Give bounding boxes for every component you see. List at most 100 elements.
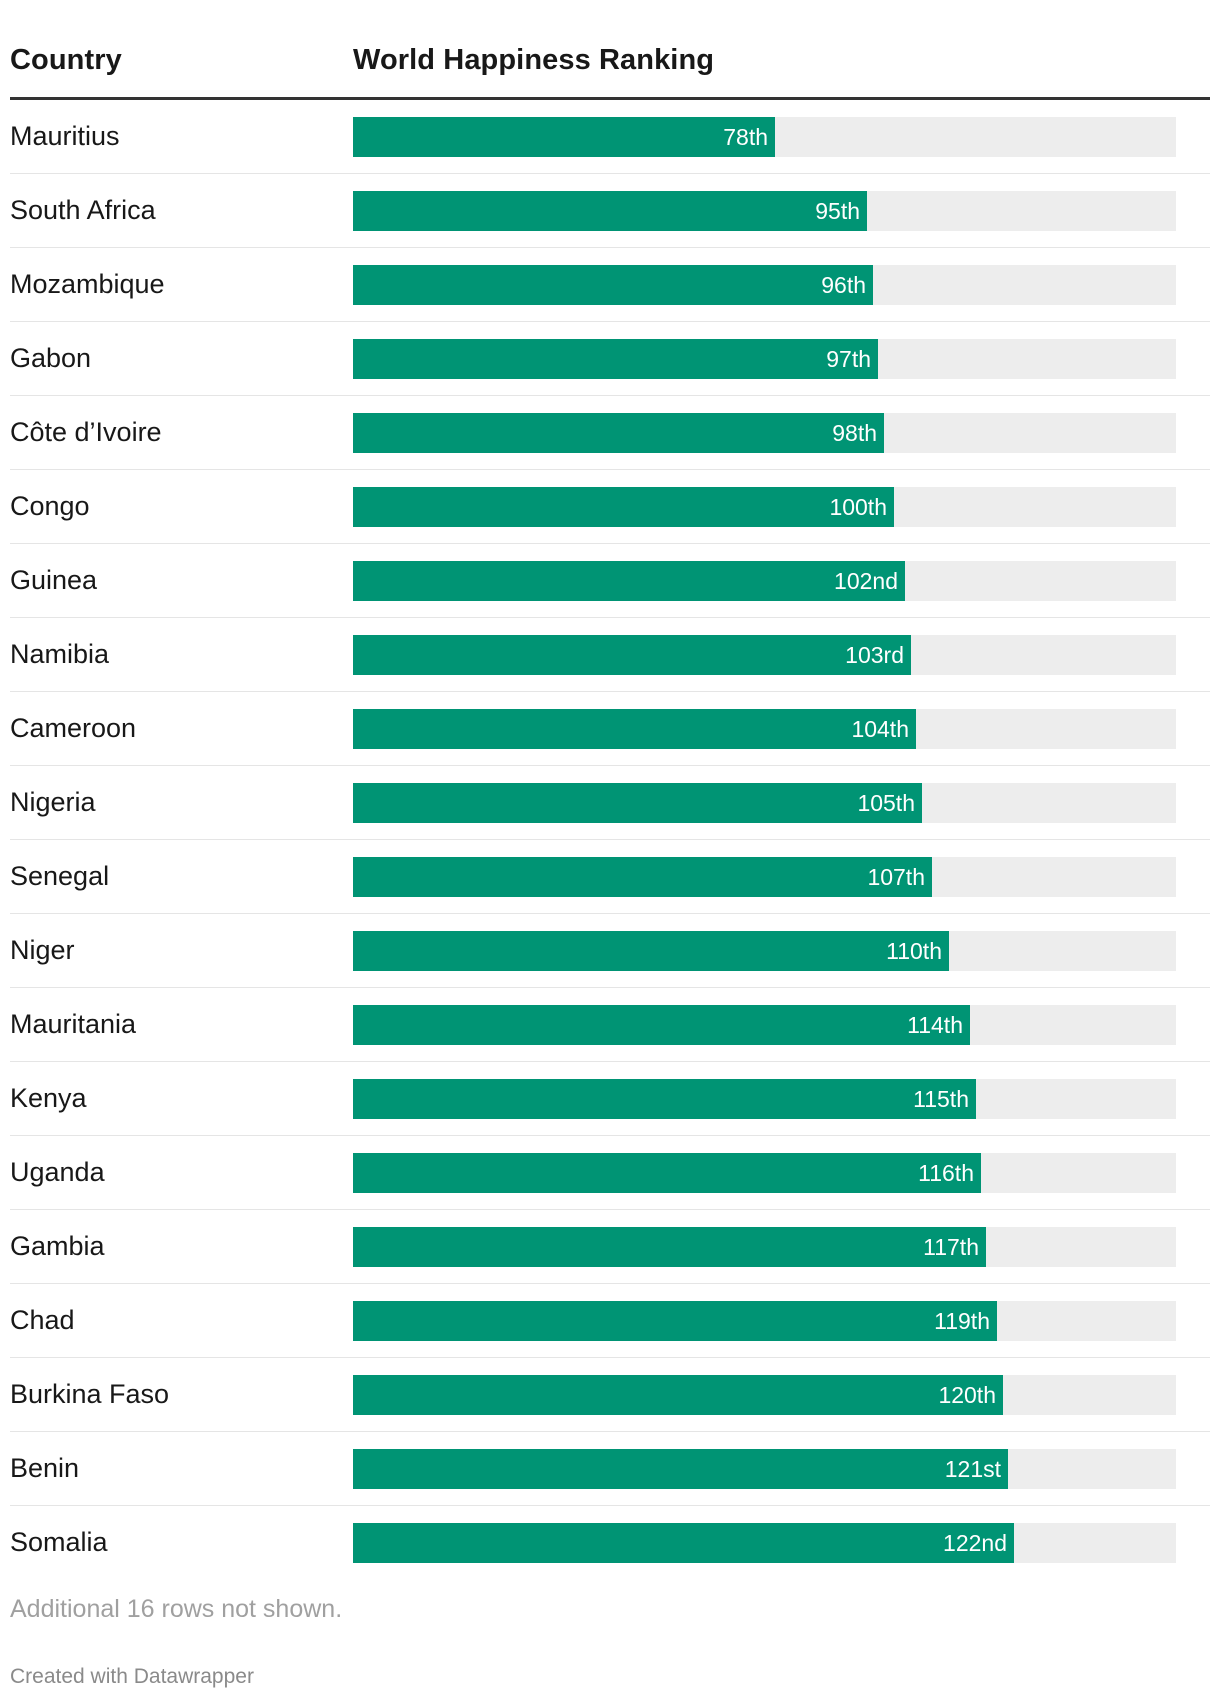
country-name: Mauritius — [10, 121, 120, 151]
table-row: Congo 100th — [10, 470, 1210, 544]
credit-note: Created with Datawrapper — [10, 1665, 254, 1688]
bar-value-label: 121st — [944, 1456, 1001, 1482]
ranking-bar: 103rd — [353, 635, 911, 675]
ranking-bar: 120th — [353, 1375, 1003, 1415]
bar-value-label: 115th — [913, 1086, 969, 1112]
country-name: Mauritania — [10, 1009, 137, 1039]
bar-value-label: 122nd — [943, 1530, 1007, 1556]
bar-value-label: 96th — [821, 272, 866, 298]
bar-value-label: 104th — [851, 716, 909, 742]
rows-not-shown-note: Additional 16 rows not shown. — [10, 1595, 343, 1623]
column-header-ranking[interactable]: World Happiness Ranking — [353, 44, 715, 76]
table-chart: Country World Happiness Ranking Mauritiu… — [10, 0, 1210, 1706]
bar-track: 98th — [353, 413, 1176, 453]
bar-value-label: 119th — [934, 1308, 990, 1334]
ranking-bar: 107th — [353, 857, 932, 897]
ranking-bar: 116th — [353, 1153, 981, 1193]
country-name: Gambia — [10, 1231, 105, 1261]
country-name: Senegal — [10, 861, 110, 891]
bar-track: 103rd — [353, 635, 1176, 675]
country-name: Gabon — [10, 343, 92, 373]
table-row: Côte d’Ivoire 98th — [10, 396, 1210, 470]
bar-value-label: 107th — [867, 864, 925, 890]
bar-track: 102nd — [353, 561, 1176, 601]
bar-value-label: 103rd — [845, 642, 904, 668]
ranking-bar: 115th — [353, 1079, 976, 1119]
country-name: Cameroon — [10, 713, 137, 743]
bar-value-label: 102nd — [834, 568, 898, 594]
bar-value-label: 117th — [923, 1234, 979, 1260]
bar-value-label: 78th — [723, 124, 768, 150]
bar-track: 78th — [353, 117, 1176, 157]
country-name: South Africa — [10, 195, 156, 225]
bar-value-label: 114th — [907, 1012, 963, 1038]
table-body: Mauritius 78th South Africa 95th Mozambique 9… — [10, 100, 1210, 1580]
table-row: Mauritania 114th — [10, 988, 1210, 1062]
ranking-bar: 102nd — [353, 561, 905, 601]
country-name: Namibia — [10, 639, 110, 669]
country-name: Mozambique — [10, 269, 165, 299]
country-name: Niger — [10, 935, 75, 965]
bar-track: 120th — [353, 1375, 1176, 1415]
bar-value-label: 100th — [829, 494, 887, 520]
table-header: Country World Happiness Ranking — [10, 44, 1210, 100]
country-name: Nigeria — [10, 787, 96, 817]
ranking-bar: 114th — [353, 1005, 970, 1045]
table-row: Gabon 97th — [10, 322, 1210, 396]
column-header-country[interactable]: Country — [10, 44, 122, 76]
bar-value-label: 105th — [857, 790, 915, 816]
bar-track: 100th — [353, 487, 1176, 527]
country-name: Côte d’Ivoire — [10, 417, 162, 447]
bar-value-label: 98th — [832, 420, 877, 446]
ranking-bar: 121st — [353, 1449, 1008, 1489]
country-name: Chad — [10, 1305, 75, 1335]
country-name: Kenya — [10, 1083, 87, 1113]
table-row: Uganda 116th — [10, 1136, 1210, 1210]
table-row: Benin 121st — [10, 1432, 1210, 1506]
table-row: Somalia 122nd — [10, 1506, 1210, 1580]
bar-track: 104th — [353, 709, 1176, 749]
bar-track: 117th — [353, 1227, 1176, 1267]
table-row: Nigeria 105th — [10, 766, 1210, 840]
table-row: Chad 119th — [10, 1284, 1210, 1358]
country-name: Burkina Faso — [10, 1379, 170, 1409]
country-name: Somalia — [10, 1527, 108, 1557]
ranking-bar: 119th — [353, 1301, 997, 1341]
country-name: Benin — [10, 1453, 80, 1483]
bar-track: 122nd — [353, 1523, 1176, 1563]
ranking-bar: 104th — [353, 709, 916, 749]
table-row: South Africa 95th — [10, 174, 1210, 248]
table-row: Gambia 117th — [10, 1210, 1210, 1284]
bar-track: 114th — [353, 1005, 1176, 1045]
ranking-bar: 95th — [353, 191, 867, 231]
bar-track: 95th — [353, 191, 1176, 231]
ranking-bar: 117th — [353, 1227, 986, 1267]
table-row: Kenya 115th — [10, 1062, 1210, 1136]
ranking-bar: 105th — [353, 783, 922, 823]
bar-track: 97th — [353, 339, 1176, 379]
bar-track: 96th — [353, 265, 1176, 305]
bar-track: 110th — [353, 931, 1176, 971]
country-name: Uganda — [10, 1157, 105, 1187]
bar-track: 107th — [353, 857, 1176, 897]
bar-value-label: 110th — [886, 938, 942, 964]
bar-track: 119th — [353, 1301, 1176, 1341]
bar-track: 105th — [353, 783, 1176, 823]
table-row: Mozambique 96th — [10, 248, 1210, 322]
table-row: Guinea 102nd — [10, 544, 1210, 618]
table-row: Mauritius 78th — [10, 100, 1210, 174]
table-row: Senegal 107th — [10, 840, 1210, 914]
bar-value-label: 116th — [918, 1160, 974, 1186]
ranking-bar: 122nd — [353, 1523, 1014, 1563]
bar-value-label: 95th — [815, 198, 860, 224]
bar-track: 116th — [353, 1153, 1176, 1193]
country-name: Guinea — [10, 565, 98, 595]
bar-value-label: 120th — [938, 1382, 996, 1408]
bar-value-label: 97th — [826, 346, 871, 372]
table-row: Burkina Faso 120th — [10, 1358, 1210, 1432]
table-row: Cameroon 104th — [10, 692, 1210, 766]
ranking-bar: 96th — [353, 265, 873, 305]
bar-track: 115th — [353, 1079, 1176, 1119]
ranking-bar: 98th — [353, 413, 884, 453]
bar-track: 121st — [353, 1449, 1176, 1489]
